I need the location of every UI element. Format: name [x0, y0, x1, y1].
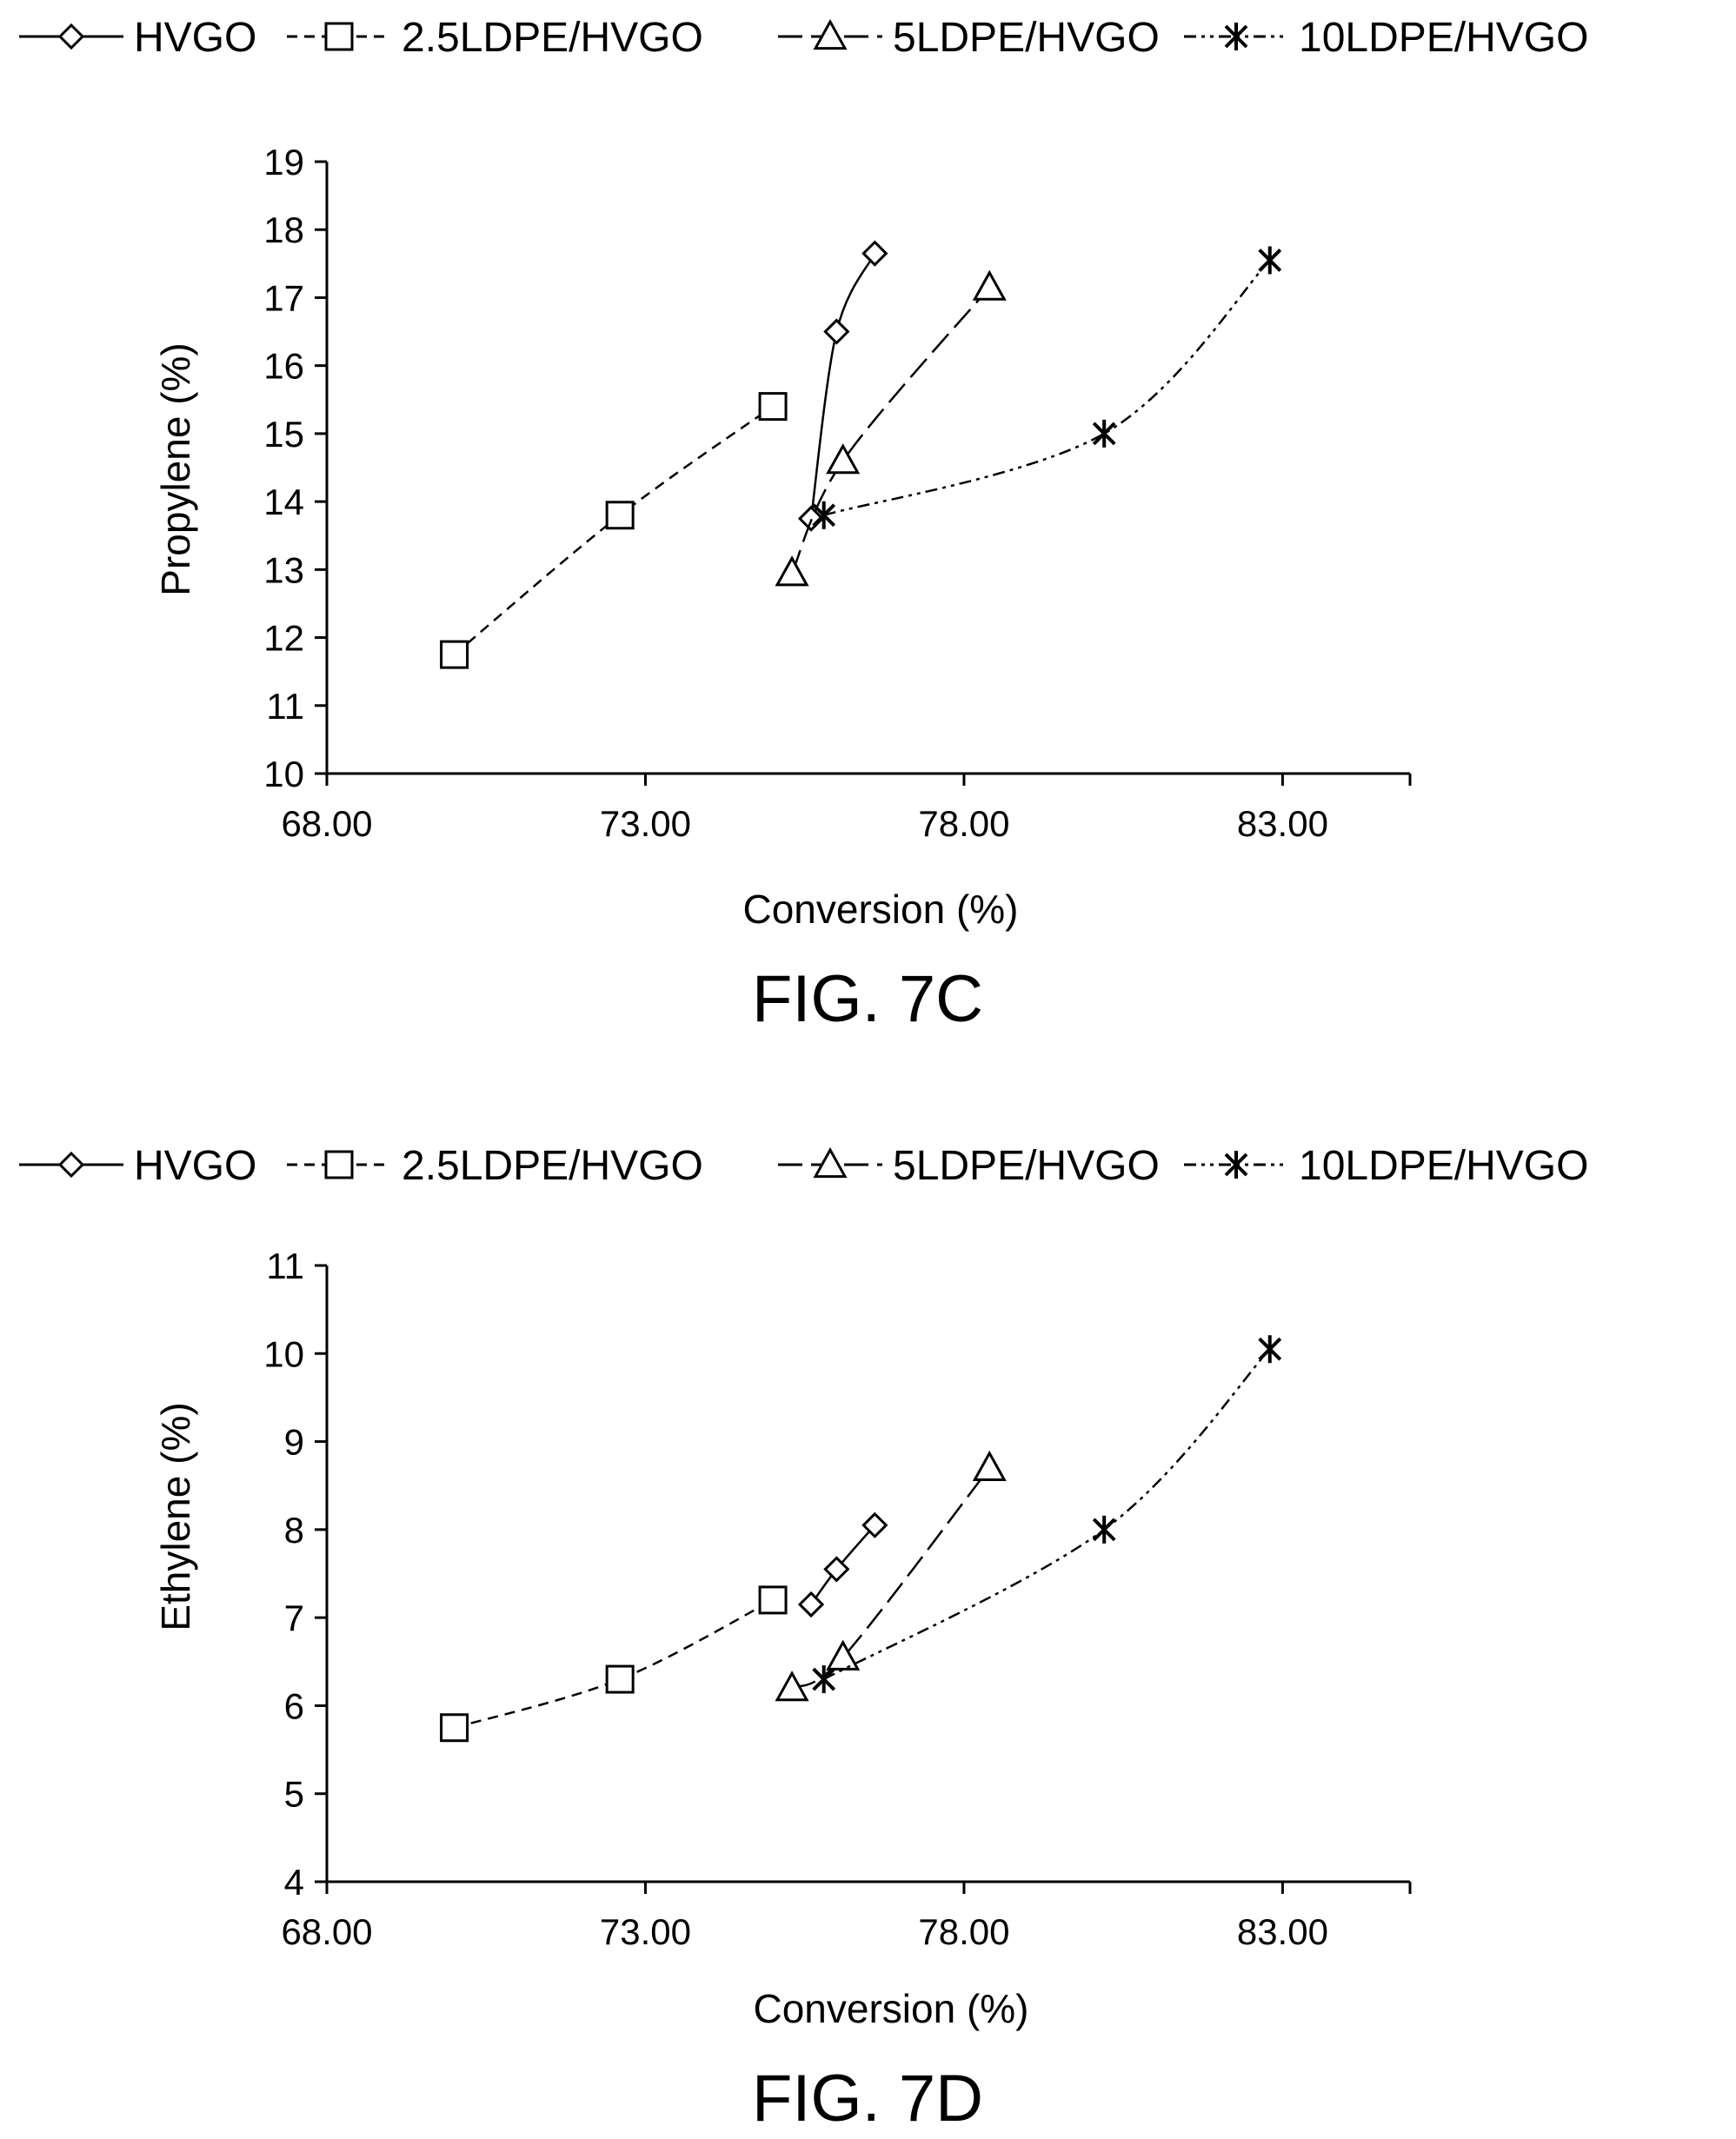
y-tick-label: 8: [284, 1510, 304, 1551]
data-point-diamond: [797, 1591, 825, 1618]
data-point-asterisk: [812, 1665, 836, 1694]
x-axis-label: Conversion (%): [743, 887, 1019, 932]
x-tick-label: 73.00: [600, 803, 691, 844]
y-tick-label: 16: [263, 346, 304, 387]
series-line-asterisk: [823, 1348, 1271, 1681]
legend-label: 5LDPE/HVGO: [893, 1143, 1160, 1189]
y-tick-label: 6: [284, 1685, 304, 1726]
y-tick-label: 15: [263, 414, 304, 455]
y-tick-label: 9: [284, 1422, 304, 1463]
y-tick-label: 18: [263, 209, 304, 250]
data-point-triangle: [775, 1671, 809, 1702]
plot-area: 4 5 6 7 8 9 10 11 68.00 73.00 78.00 83.00: [263, 1246, 1412, 1952]
series-line-square: [454, 1598, 774, 1729]
data-point-diamond: [823, 1556, 850, 1583]
data-point-triangle: [775, 555, 809, 587]
data-point-diamond: [861, 240, 888, 267]
legend-marker-square: [324, 1150, 354, 1179]
x-tick-label: 83.00: [1237, 803, 1328, 844]
y-tick-label: 10: [263, 754, 304, 794]
x-tick-label: 68.00: [281, 1911, 372, 1952]
series-line-triangle: [790, 286, 991, 574]
data-point-square: [605, 1664, 635, 1694]
legend: HVGO 2.5LDPE/HVGO 5LDPE/HVGO 10LDPE/HVGO: [19, 1143, 1588, 1189]
y-tick-label: 7: [284, 1598, 304, 1638]
data-point-asterisk: [1092, 1515, 1116, 1544]
legend-label: HVGO: [134, 1143, 256, 1189]
chart-panel-ethylene: HVGO 2.5LDPE/HVGO 5LDPE/HVGO 10LDPE/HVGO 4 5…: [19, 1143, 1588, 2136]
legend-label: HVGO: [134, 15, 256, 61]
data-point-asterisk: [1258, 246, 1282, 275]
legend-marker-square: [324, 22, 354, 51]
legend-label: 5LDPE/HVGO: [893, 15, 1160, 61]
data-point-square: [605, 501, 635, 530]
x-axis-label: Conversion (%): [754, 1986, 1029, 2031]
x-tick-label: 78.00: [918, 1911, 1009, 1952]
data-point-diamond: [823, 318, 850, 345]
data-point-triangle: [826, 443, 861, 475]
y-axis-label: Propylene (%): [153, 342, 198, 595]
legend-label: 2.5LDPE/HVGO: [402, 15, 703, 61]
data-point-square: [758, 392, 788, 422]
legend-marker-triangle: [813, 1146, 848, 1179]
series-line-triangle: [791, 1467, 991, 1690]
y-axis-label: Ethylene (%): [153, 1402, 198, 1631]
legend-marker-triangle: [813, 18, 848, 50]
legend: HVGO 2.5LDPE/HVGO 5LDPE/HVGO 10LDPE/HVGO: [19, 15, 1588, 61]
plot-area: 10 11 12 13 14 15 16 17 18 19 68.00 73.00 78.00 83.00: [263, 142, 1412, 844]
series-line-square: [453, 405, 774, 656]
y-tick-label: 13: [263, 549, 304, 590]
y-tick-label: 11: [266, 686, 304, 727]
chart-panel-propylene: HVGO 2.5LDPE/HVGO 5LDPE/HVGO 10LDPE/HVGO 10…: [19, 15, 1588, 1036]
legend-label: 10LDPE/HVGO: [1299, 1143, 1588, 1189]
legend-marker-diamond: [57, 23, 85, 50]
x-tick-label: 83.00: [1237, 1911, 1328, 1952]
data-point-square: [758, 1585, 788, 1615]
data-point-asterisk: [812, 501, 836, 529]
data-point-triangle: [826, 1639, 861, 1671]
x-tick-label: 78.00: [918, 803, 1009, 844]
y-tick-label: 17: [263, 277, 304, 318]
data-point-triangle: [972, 1450, 1007, 1482]
y-tick-label: 19: [263, 142, 304, 183]
y-tick-label: 10: [263, 1333, 304, 1374]
legend-marker-diamond: [57, 1151, 85, 1179]
legend-marker-asterisk: [1224, 23, 1248, 50]
x-tick-label: 73.00: [600, 1911, 691, 1952]
y-tick-label: 12: [263, 618, 304, 659]
series-line-diamond: [809, 253, 876, 519]
figure-caption: FIG. 7D: [752, 2062, 983, 2136]
legend-label: 2.5LDPE/HVGO: [402, 1143, 703, 1189]
data-point-diamond: [861, 1511, 888, 1538]
data-point-square: [440, 1713, 469, 1743]
y-tick-label: 4: [284, 1862, 304, 1903]
y-tick-label: 5: [284, 1774, 304, 1815]
data-point-triangle: [972, 269, 1007, 301]
y-tick-label: 11: [266, 1246, 304, 1286]
y-tick-label: 14: [263, 482, 304, 522]
legend-marker-asterisk: [1224, 1151, 1248, 1179]
series-line-asterisk: [823, 259, 1271, 516]
x-tick-label: 68.00: [281, 803, 372, 844]
figure-caption: FIG. 7C: [752, 962, 983, 1036]
data-point-asterisk: [1092, 419, 1116, 448]
data-point-asterisk: [1258, 1335, 1282, 1364]
legend-label: 10LDPE/HVGO: [1299, 15, 1588, 61]
data-point-square: [440, 640, 469, 669]
